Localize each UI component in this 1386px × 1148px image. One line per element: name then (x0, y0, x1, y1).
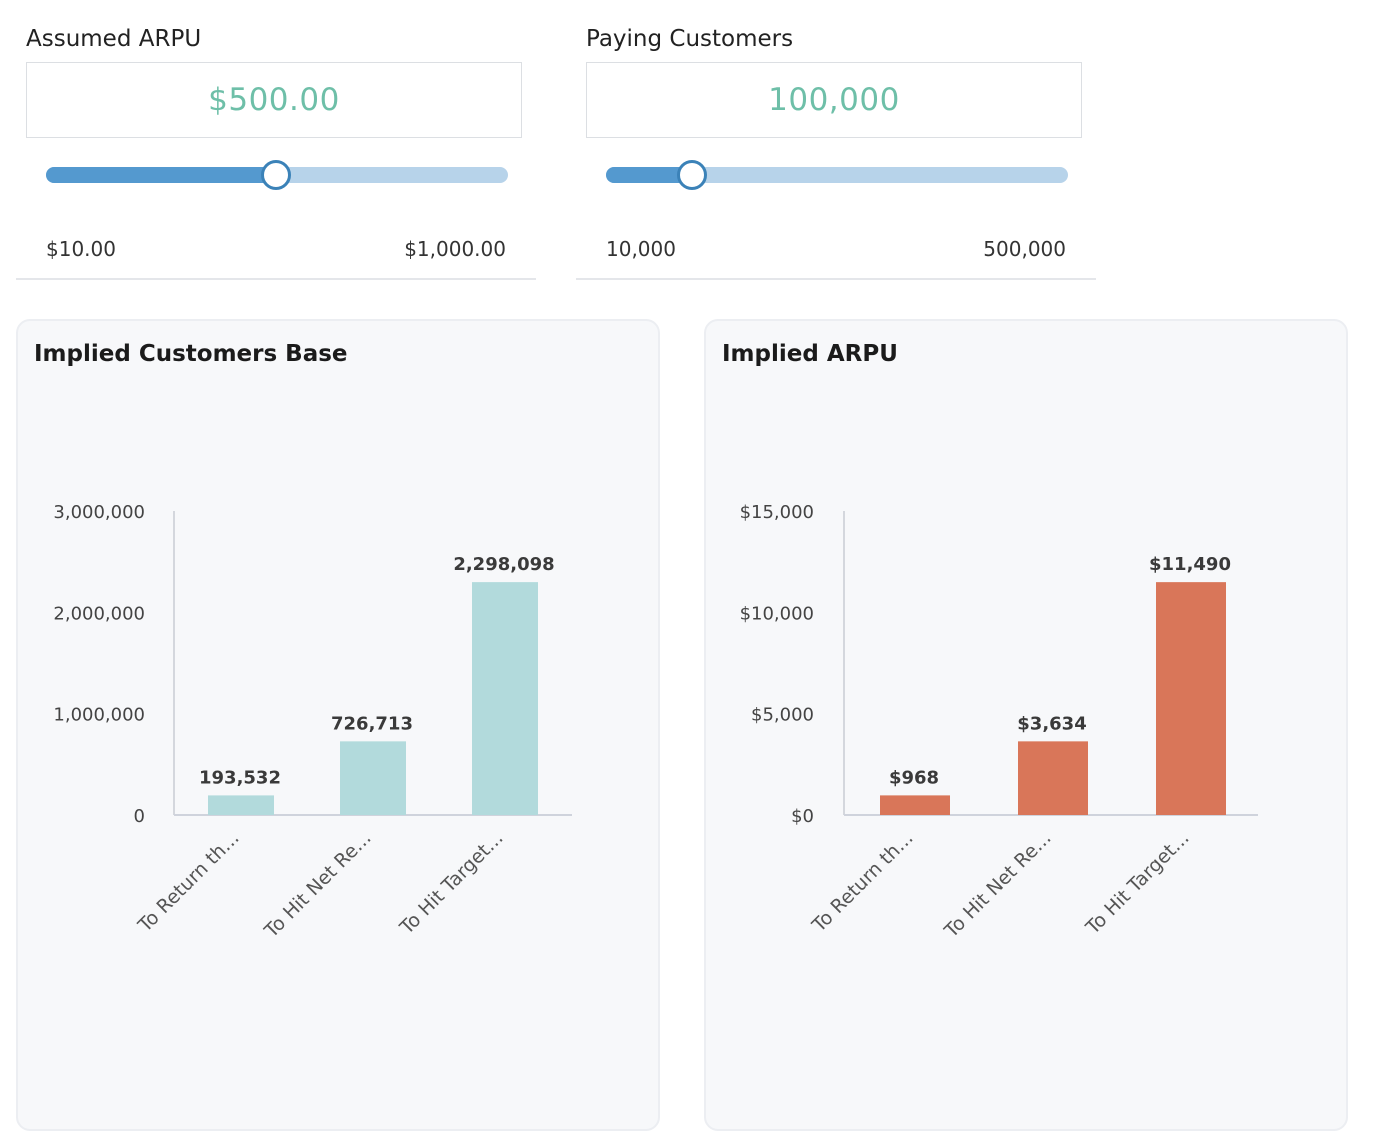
implied-arpu-bar[interactable] (1018, 741, 1088, 815)
customers-slider[interactable] (606, 160, 1068, 190)
implied-arpu-chart: $0 $5,000 $10,000 $15,000 $968 To Return th..… (740, 502, 1258, 943)
implied-arpu-category-label: To Hit Net Re... (940, 827, 1056, 943)
arpu-slider[interactable] (46, 160, 508, 190)
customers-base-bar[interactable] (472, 582, 538, 815)
customers-base-category-label: To Hit Target... (395, 827, 507, 939)
customers-base-data-label: 726,713 (331, 713, 413, 734)
implied-arpu-category-label: To Return th... (807, 827, 917, 937)
implied-arpu-card: Implied ARPU $0 $5,000 $10,000 $15,000 $968 T… (704, 319, 1348, 1131)
customers-control: Paying Customers 10,000 500,000 (576, 0, 1096, 280)
arpu-value-input[interactable] (27, 81, 521, 119)
customers-base-data-label: 193,532 (199, 767, 281, 788)
customers-slider-track[interactable] (606, 167, 1068, 183)
implied-arpu-title: Implied ARPU (722, 341, 898, 367)
customers-base-category-label: To Return th... (133, 827, 243, 937)
customers-value-input[interactable] (587, 81, 1081, 119)
customers-base-y-tick-label: 1,000,000 (53, 705, 145, 726)
implied-arpu-y-tick-label: $15,000 (740, 502, 814, 523)
customers-slider-thumb[interactable] (677, 160, 707, 190)
arpu-range-min: $10.00 (46, 237, 116, 261)
arpu-slider-thumb[interactable] (260, 160, 291, 190)
customers-base-bar[interactable] (208, 795, 274, 815)
customers-label: Paying Customers (586, 26, 794, 52)
implied-arpu-y-tick-label: $5,000 (751, 705, 814, 726)
customers-slider-fill (606, 167, 691, 183)
implied-arpu-bar[interactable] (1156, 582, 1226, 815)
customers-range-min: 10,000 (606, 237, 676, 261)
customers-base-card: Implied Customers Base 0 1,000,000 2,000,0… (16, 319, 660, 1131)
arpu-label: Assumed ARPU (26, 26, 202, 52)
customers-base-category-label: To Hit Net Re... (260, 827, 376, 943)
customers-value-box[interactable] (586, 62, 1082, 138)
implied-arpu-data-label: $11,490 (1149, 554, 1231, 575)
arpu-range-max: $1,000.00 (404, 237, 506, 261)
implied-arpu-bar[interactable] (880, 795, 950, 815)
arpu-slider-fill (46, 167, 275, 183)
arpu-control: Assumed ARPU $10.00 $1,000.00 (16, 0, 536, 280)
implied-arpu-data-label: $3,634 (1017, 713, 1086, 734)
implied-arpu-data-label: $968 (889, 767, 939, 788)
implied-arpu-y-tick-label: $0 (791, 806, 814, 827)
customers-base-title: Implied Customers Base (34, 341, 348, 367)
implied-arpu-category-label: To Hit Target... (1081, 827, 1193, 939)
implied-arpu-y-tick-label: $10,000 (740, 603, 814, 624)
customers-base-chart: 0 1,000,000 2,000,000 3,000,000 193,532 To Re… (53, 502, 572, 943)
customers-base-data-label: 2,298,098 (453, 554, 554, 575)
customers-base-y-tick-label: 3,000,000 (53, 502, 145, 523)
customers-range-max: 500,000 (983, 237, 1066, 261)
customers-base-y-tick-label: 2,000,000 (53, 603, 145, 624)
customers-base-bar[interactable] (340, 741, 406, 815)
customers-base-y-tick-label: 0 (134, 806, 145, 827)
arpu-value-box[interactable] (26, 62, 522, 138)
